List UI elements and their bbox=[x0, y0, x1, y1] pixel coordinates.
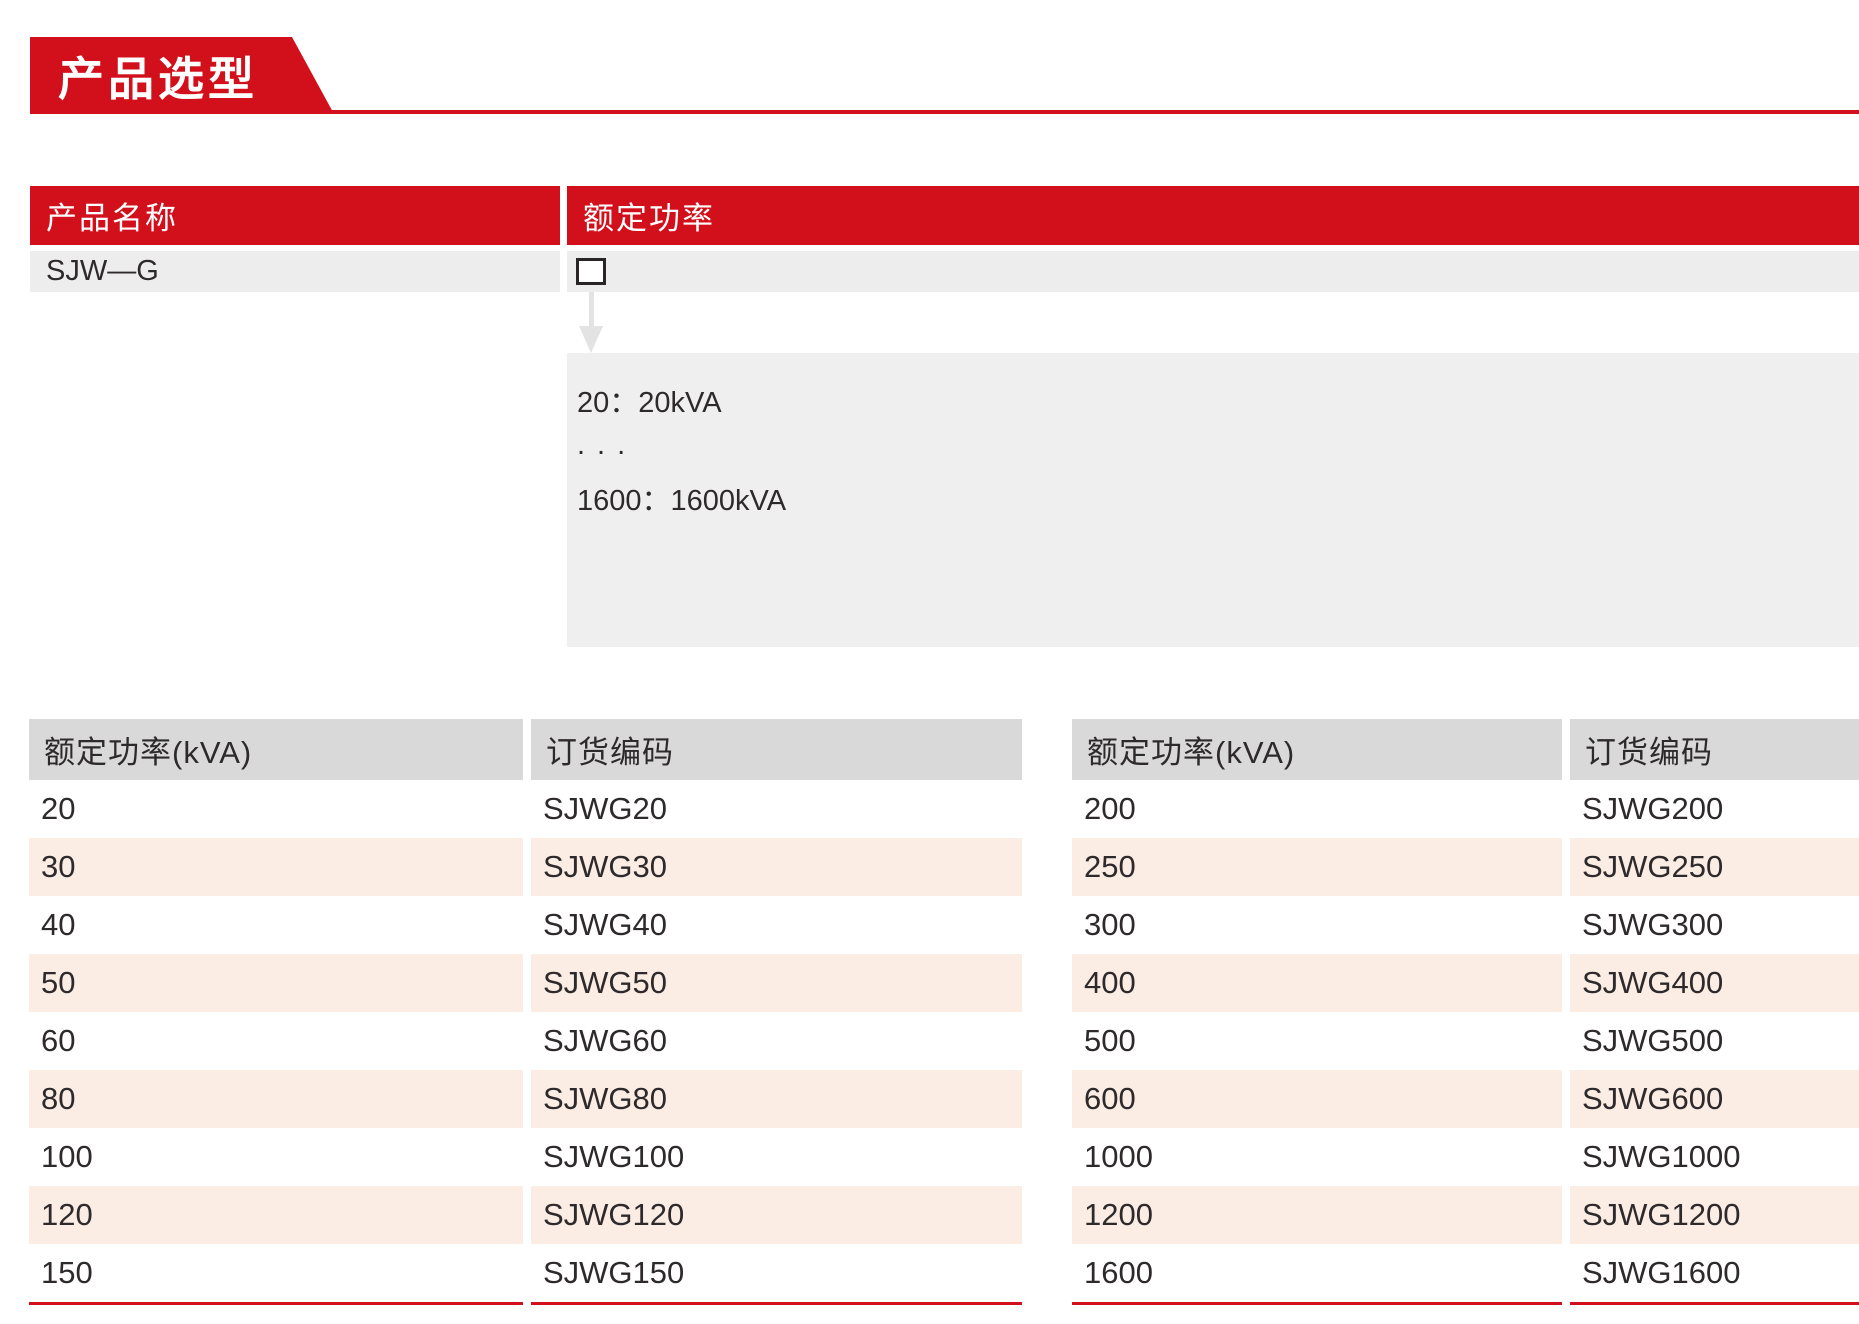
table-row: 50 SJWG50 bbox=[29, 954, 1022, 1012]
power-cell: 500 bbox=[1072, 1012, 1562, 1070]
table-row: 200 SJWG200 bbox=[1072, 780, 1859, 838]
section-banner: 产品选型 bbox=[30, 37, 334, 114]
product-model-cell: SJW—G bbox=[30, 251, 560, 292]
code-cell: SJWG40 bbox=[531, 896, 1022, 954]
table-row: 1600 SJWG1600 bbox=[1072, 1244, 1859, 1302]
power-options-panel: 20：20kVA ... 1600：1600kVA bbox=[567, 353, 1859, 647]
table-row: 600 SJWG600 bbox=[1072, 1070, 1859, 1128]
code-cell: SJWG20 bbox=[531, 780, 1022, 838]
table-row: 20 SJWG20 bbox=[29, 780, 1022, 838]
table-row: 30 SJWG30 bbox=[29, 838, 1022, 896]
code-cell: SJWG1600 bbox=[1570, 1244, 1859, 1302]
code-cell: SJWG400 bbox=[1570, 954, 1859, 1012]
code-cell: SJWG1200 bbox=[1570, 1186, 1859, 1244]
power-options-ellipsis: ... bbox=[577, 429, 638, 461]
power-cell: 1000 bbox=[1072, 1128, 1562, 1186]
code-cell: SJWG100 bbox=[531, 1128, 1022, 1186]
table-row: 250 SJWG250 bbox=[1072, 838, 1859, 896]
power-column-header: 额定功率(kVA) bbox=[1072, 719, 1562, 780]
power-option-first: 20：20kVA bbox=[577, 387, 722, 419]
power-cell: 20 bbox=[29, 780, 523, 838]
code-cell: SJWG60 bbox=[531, 1012, 1022, 1070]
banner-underline bbox=[30, 110, 1859, 114]
power-cell: 150 bbox=[29, 1244, 523, 1302]
table-bottom-rule bbox=[1072, 1302, 1859, 1305]
power-cell: 80 bbox=[29, 1070, 523, 1128]
code-cell: SJWG50 bbox=[531, 954, 1022, 1012]
code-column-header: 订货编码 bbox=[1570, 719, 1859, 780]
order-table-left: 额定功率(kVA) 订货编码 20 SJWG20 30 SJWG30 40 SJ… bbox=[29, 719, 1022, 1305]
code-cell: SJWG600 bbox=[1570, 1070, 1859, 1128]
code-cell: SJWG30 bbox=[531, 838, 1022, 896]
table-body: 20 SJWG20 30 SJWG30 40 SJWG40 50 SJWG50 … bbox=[29, 780, 1022, 1302]
table-row: 400 SJWG400 bbox=[1072, 954, 1859, 1012]
table-row: 60 SJWG60 bbox=[29, 1012, 1022, 1070]
table-body: 200 SJWG200 250 SJWG250 300 SJWG300 400 … bbox=[1072, 780, 1859, 1302]
code-cell: SJWG80 bbox=[531, 1070, 1022, 1128]
code-cell: SJWG300 bbox=[1570, 896, 1859, 954]
table-row: 80 SJWG80 bbox=[29, 1070, 1022, 1128]
code-cell: SJWG500 bbox=[1570, 1012, 1859, 1070]
power-column-header: 额定功率(kVA) bbox=[29, 719, 523, 780]
code-cell: SJWG200 bbox=[1570, 780, 1859, 838]
power-cell: 60 bbox=[29, 1012, 523, 1070]
power-cell: 250 bbox=[1072, 838, 1562, 896]
table-row: 1000 SJWG1000 bbox=[1072, 1128, 1859, 1186]
table-row: 40 SJWG40 bbox=[29, 896, 1022, 954]
table-row: 120 SJWG120 bbox=[29, 1186, 1022, 1244]
order-table-right: 额定功率(kVA) 订货编码 200 SJWG200 250 SJWG250 3… bbox=[1072, 719, 1859, 1305]
power-cell: 300 bbox=[1072, 896, 1562, 954]
table-header-row: 额定功率(kVA) 订货编码 bbox=[1072, 719, 1859, 780]
code-column-header: 订货编码 bbox=[531, 719, 1022, 780]
table-row: 1200 SJWG1200 bbox=[1072, 1186, 1859, 1244]
power-cell: 400 bbox=[1072, 954, 1562, 1012]
arrow-down-stem bbox=[589, 292, 594, 328]
arrow-down-icon bbox=[579, 326, 603, 353]
table-row: 100 SJWG100 bbox=[29, 1128, 1022, 1186]
code-cell: SJWG1000 bbox=[1570, 1128, 1859, 1186]
rated-power-header: 额定功率 bbox=[567, 186, 1859, 245]
power-cell: 1600 bbox=[1072, 1244, 1562, 1302]
power-cell: 1200 bbox=[1072, 1186, 1562, 1244]
product-name-header: 产品名称 bbox=[30, 186, 560, 245]
power-option-last: 1600：1600kVA bbox=[577, 485, 787, 517]
code-cell: SJWG120 bbox=[531, 1186, 1022, 1244]
table-row: 300 SJWG300 bbox=[1072, 896, 1859, 954]
power-cell: 40 bbox=[29, 896, 523, 954]
power-code-cell bbox=[567, 251, 1859, 292]
code-cell: SJWG250 bbox=[1570, 838, 1859, 896]
power-cell: 600 bbox=[1072, 1070, 1562, 1128]
power-cell: 50 bbox=[29, 954, 523, 1012]
power-cell: 30 bbox=[29, 838, 523, 896]
table-header-row: 额定功率(kVA) 订货编码 bbox=[29, 719, 1022, 780]
page-title: 产品选型 bbox=[58, 52, 258, 105]
table-row: 150 SJWG150 bbox=[29, 1244, 1022, 1302]
empty-box-icon bbox=[576, 258, 606, 285]
power-cell: 120 bbox=[29, 1186, 523, 1244]
table-row: 500 SJWG500 bbox=[1072, 1012, 1859, 1070]
table-bottom-rule bbox=[29, 1302, 1022, 1305]
power-cell: 100 bbox=[29, 1128, 523, 1186]
code-cell: SJWG150 bbox=[531, 1244, 1022, 1302]
power-cell: 200 bbox=[1072, 780, 1562, 838]
